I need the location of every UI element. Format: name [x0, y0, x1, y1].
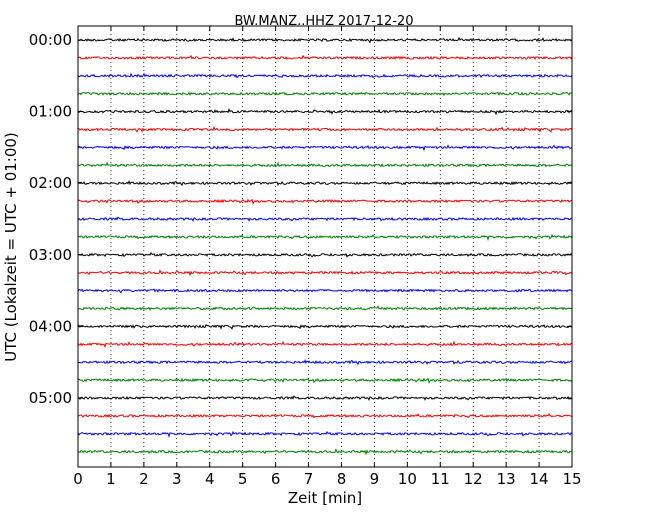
y-tick-label: 01:00 [29, 103, 72, 121]
y-tick-label: 04:00 [29, 317, 72, 335]
x-tick-label: 7 [304, 470, 314, 488]
y-axis-ticks: 00:00 01:00 02:00 03:00 04:00 05:00 [29, 31, 572, 407]
seismic-trace-row [77, 179, 573, 187]
x-tick-label: 4 [205, 470, 215, 488]
seismic-trace-row [77, 288, 573, 294]
seismic-trace-row [77, 413, 573, 419]
seismic-trace-row [77, 125, 573, 133]
y-tick-label: 00:00 [29, 31, 72, 49]
x-tick-label: 14 [530, 470, 549, 488]
seismic-trace-row [77, 430, 573, 438]
seismic-trace-row [77, 377, 573, 384]
seismic-trace-row [77, 305, 573, 311]
x-axis-ticks: 0 1 2 3 4 5 6 7 8 9 10 11 12 13 14 15 [73, 26, 582, 488]
seismic-trace-row [77, 198, 573, 205]
seismic-trace-row [77, 91, 573, 97]
x-tick-label: 1 [106, 470, 116, 488]
grid-lines [110, 26, 540, 467]
x-tick-label: 6 [271, 470, 281, 488]
x-tick-label: 9 [370, 470, 380, 488]
seismic-trace-row [77, 358, 573, 366]
seismic-trace-row [77, 108, 573, 116]
seismic-trace-row [77, 448, 573, 456]
y-tick-label: 05:00 [29, 389, 72, 407]
seismic-trace-row [77, 36, 573, 44]
x-tick-label: 0 [73, 470, 83, 488]
seismic-trace-row [77, 233, 573, 242]
seismic-trace-row [77, 161, 573, 168]
x-axis-label: Zeit [min] [288, 489, 362, 507]
seismic-trace-row [77, 395, 573, 401]
x-tick-label: 5 [238, 470, 248, 488]
chart-title: BW.MANZ..HHZ 2017-12-20 [234, 14, 413, 29]
x-tick-label: 15 [562, 470, 581, 488]
y-tick-label: 03:00 [29, 246, 72, 264]
y-axis-label: UTC (Lokalzeit = UTC + 01:00) [2, 132, 20, 362]
seismic-trace-row [77, 72, 573, 79]
seismic-trace-row [77, 216, 573, 222]
x-tick-label: 13 [497, 470, 516, 488]
x-tick-label: 10 [398, 470, 417, 488]
x-tick-label: 11 [431, 470, 450, 488]
seismic-trace-row [77, 251, 573, 258]
seismic-trace-row [77, 340, 573, 349]
seismic-traces [77, 36, 573, 456]
seismic-trace-row [77, 269, 573, 277]
x-tick-label: 8 [337, 470, 347, 488]
x-tick-label: 3 [172, 470, 182, 488]
plot-frame [77, 25, 573, 468]
y-tick-label: 02:00 [29, 174, 72, 192]
seismic-trace-row [77, 324, 573, 330]
x-tick-label: 12 [464, 470, 483, 488]
seismic-trace-row [77, 54, 573, 61]
seismic-trace-row [77, 144, 573, 152]
x-tick-label: 2 [139, 470, 149, 488]
